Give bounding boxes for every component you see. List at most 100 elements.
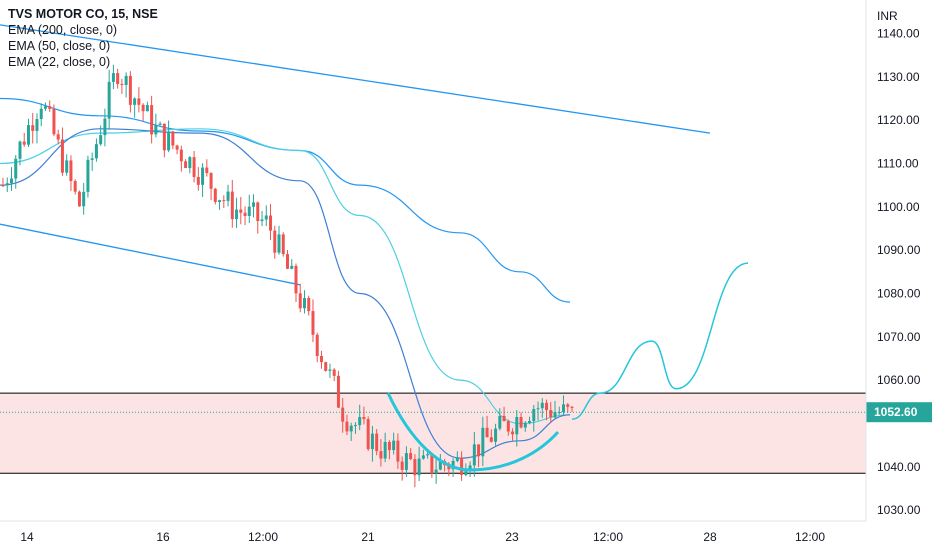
candle-body	[196, 176, 200, 185]
candle-body	[434, 469, 438, 474]
candle-body	[460, 457, 464, 475]
legend-ema200[interactable]: EMA (200, close, 0)	[8, 23, 118, 37]
x-tick-label: 21	[361, 530, 375, 544]
candle-body	[485, 427, 489, 438]
ema50-line	[0, 128, 571, 425]
candle-body	[192, 157, 196, 177]
candle-body	[421, 455, 425, 459]
y-tick-label: 1090.00	[877, 243, 921, 257]
candle-body	[523, 422, 527, 428]
candle-body	[94, 144, 98, 159]
candle-body	[77, 191, 81, 207]
candle-body	[557, 412, 561, 414]
candle-body	[31, 125, 35, 131]
candle-body	[545, 402, 549, 411]
candle-body	[103, 118, 107, 136]
candle-body	[336, 375, 340, 408]
candle-body	[566, 404, 570, 407]
candle-body	[26, 125, 30, 145]
candle-body	[56, 134, 60, 140]
trendlines	[0, 24, 711, 286]
candle-body	[396, 440, 400, 462]
candle-body	[264, 215, 268, 220]
y-tick-label: 1140.00	[877, 27, 920, 41]
candle-body	[286, 254, 289, 269]
legend-ema50[interactable]: EMA (50, close, 0)	[8, 39, 111, 53]
candle-body	[120, 83, 124, 85]
candle-body	[14, 158, 18, 179]
x-tick-label: 12:00	[593, 530, 623, 544]
candle-body	[107, 81, 111, 119]
candle-body	[298, 293, 302, 309]
candle-body	[528, 420, 532, 423]
candle-body	[392, 440, 396, 451]
candle-body	[562, 404, 566, 413]
candle-body	[358, 417, 362, 426]
y-tick-label: 1030.00	[877, 503, 921, 517]
candle-body	[60, 139, 64, 173]
candle-body	[502, 415, 506, 422]
candle-body	[311, 311, 315, 335]
candle-body	[90, 158, 94, 160]
candle-body	[252, 202, 256, 207]
current-price-label: 1052.60	[874, 405, 918, 419]
candle-body	[426, 454, 430, 456]
candle-body	[570, 406, 574, 408]
candle-body	[273, 230, 277, 253]
candle-body	[400, 461, 404, 470]
candle-body	[281, 234, 285, 255]
candle-body	[489, 437, 493, 442]
lower-trendline	[0, 223, 301, 286]
candle-body	[455, 457, 459, 461]
candle-body	[349, 425, 353, 432]
candle-body	[315, 334, 319, 356]
candle-body	[239, 209, 243, 213]
candle-body	[247, 206, 251, 216]
candle-body	[209, 173, 213, 189]
x-tick-label: 12:00	[795, 530, 825, 544]
candle-body	[366, 419, 370, 450]
y-tick-label: 1110.00	[877, 156, 919, 170]
candle-body	[73, 181, 77, 192]
candle-body	[48, 106, 52, 109]
candle-body	[353, 425, 357, 427]
candle-body	[243, 212, 247, 216]
candle-body	[332, 369, 336, 376]
x-tick-label: 28	[703, 530, 717, 544]
candle-body	[171, 131, 175, 146]
price-axis[interactable]: 1140.00 1130.00 1120.00 1110.00 1100.00 1090.…	[877, 27, 921, 518]
candle-body	[162, 123, 166, 151]
candle-body	[99, 135, 103, 145]
symbol-title[interactable]: TVS MOTOR CO, 15, NSE	[8, 7, 158, 21]
candle-body	[375, 433, 379, 452]
candle-body	[494, 428, 498, 442]
candle-body	[451, 460, 455, 470]
candle-body	[328, 369, 332, 371]
candle-body	[413, 459, 417, 476]
y-tick-label: 1060.00	[877, 373, 921, 387]
candle-body	[370, 433, 374, 450]
chart-legend: TVS MOTOR CO, 15, NSE EMA (200, close, 0…	[8, 6, 158, 70]
legend-ema22[interactable]: EMA (22, close, 0)	[8, 55, 111, 69]
candle-body	[137, 98, 141, 105]
candle-body	[167, 131, 171, 151]
candle-body	[294, 265, 298, 294]
y-tick-label: 1100.00	[877, 200, 920, 214]
x-tick-label: 16	[156, 530, 170, 544]
candle-body	[154, 124, 158, 135]
candle-body	[409, 453, 413, 460]
candle-body	[532, 408, 536, 421]
candle-body	[345, 421, 349, 432]
candle-body	[213, 188, 217, 203]
candle-body	[341, 407, 345, 422]
time-axis[interactable]: 14 16 12:00 21 23 12:00 28 12:00	[20, 530, 825, 544]
candle-body	[128, 75, 132, 105]
projection-path	[386, 262, 749, 472]
candle-body	[205, 167, 209, 174]
y-tick-label: 1130.00	[877, 70, 920, 84]
current-price-line: 1052.60	[0, 402, 932, 423]
candle-body	[188, 157, 192, 169]
candle-body	[145, 105, 149, 112]
candle-body	[511, 431, 515, 435]
